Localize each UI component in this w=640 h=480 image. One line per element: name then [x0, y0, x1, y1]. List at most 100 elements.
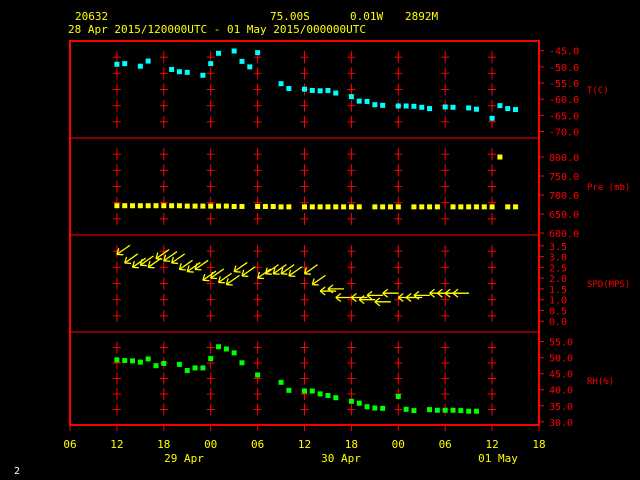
grid-mark [112, 67, 121, 80]
grid-mark [394, 277, 403, 290]
grid-mark [159, 180, 168, 193]
grid-mark [112, 388, 121, 400]
data-point [169, 66, 175, 72]
grid-mark [112, 261, 121, 274]
grid-mark [253, 83, 262, 96]
grid-mark [488, 245, 497, 258]
grid-mark [206, 245, 215, 258]
grid-mark [394, 212, 403, 225]
grid-mark [441, 341, 450, 354]
data-point [450, 104, 456, 110]
data-point [356, 98, 362, 104]
y-tick-label: 3.5 [549, 242, 567, 253]
data-point [387, 204, 393, 210]
data-point [380, 102, 386, 108]
data-point [278, 204, 284, 210]
data-point [481, 204, 487, 210]
grid-mark [300, 341, 309, 354]
data-point [262, 203, 268, 209]
longitude: 0.01W [350, 10, 383, 23]
data-point [427, 204, 433, 210]
grid-mark [206, 99, 215, 112]
y-tick-label: -45.0 [549, 47, 579, 58]
panel-4: 55.0 50.0 45.0 40.0 35.0 30.0 RH(%) [114, 338, 614, 429]
data-point [333, 204, 339, 210]
wind-arrow [413, 290, 430, 300]
grid-mark [253, 357, 262, 369]
data-point [255, 372, 261, 378]
wind-arrow [233, 261, 248, 273]
grid-mark [206, 403, 215, 416]
data-point [239, 58, 245, 64]
data-point [192, 365, 198, 371]
wind-arrow [116, 244, 131, 256]
x-tick-label: 18 [345, 438, 358, 451]
grid-mark [300, 309, 309, 322]
data-point [325, 87, 331, 93]
wind-arrow [374, 297, 391, 307]
grid-mark [347, 148, 356, 161]
grid-mark [300, 357, 309, 369]
grid-mark [488, 83, 497, 96]
data-point [341, 204, 347, 210]
grid-mark [488, 99, 497, 112]
grid-mark [253, 309, 262, 322]
grid-mark [347, 180, 356, 193]
data-point [458, 408, 464, 414]
data-point [427, 407, 433, 413]
data-point [255, 203, 261, 209]
grid-mark [300, 372, 309, 385]
grid-mark [112, 212, 121, 225]
grid-mark [206, 148, 215, 161]
panel-label: RH(%) [587, 377, 614, 387]
y-tick-label: 40.0 [549, 386, 573, 397]
grid-mark [441, 212, 450, 225]
data-point [473, 408, 479, 414]
grid-mark [112, 99, 121, 112]
y-tick-label: 35.0 [549, 402, 573, 413]
data-point [427, 106, 433, 112]
grid-mark [206, 372, 215, 385]
grid-mark [206, 261, 215, 274]
wind-arrow [225, 274, 240, 286]
data-point [302, 86, 307, 92]
wind-arrow [311, 274, 326, 286]
grid-mark [253, 388, 262, 400]
grid-mark [159, 51, 168, 64]
grid-mark [488, 212, 497, 225]
grid-mark [253, 67, 262, 80]
data-point [216, 344, 222, 350]
grid-mark [441, 357, 450, 369]
grid-mark [347, 357, 356, 369]
grid-mark [112, 148, 121, 161]
y-tick-label: -55.0 [549, 79, 579, 90]
grid-mark [441, 293, 450, 306]
y-tick-label: 3.0 [549, 253, 567, 264]
x-tick-label: 18 [157, 438, 170, 451]
grid-mark [441, 148, 450, 161]
wind-arrow [280, 264, 295, 275]
data-point [239, 203, 245, 209]
grid-mark [441, 51, 450, 64]
data-point [122, 61, 128, 67]
wind-arrow [264, 264, 279, 275]
data-point [208, 61, 214, 67]
y-tick-label: 1.0 [549, 296, 567, 307]
wind-arrow [139, 255, 154, 267]
data-point [403, 406, 409, 412]
x-tick-label: 06 [439, 438, 452, 451]
data-point [356, 204, 362, 210]
wind-arrow [319, 286, 337, 296]
grid-mark [441, 245, 450, 258]
data-point [489, 204, 495, 210]
data-point [372, 204, 378, 210]
wind-arrow [452, 288, 470, 298]
grid-mark [488, 403, 497, 416]
grid-mark [347, 309, 356, 322]
data-point [309, 87, 315, 93]
wind-arrow [382, 288, 399, 298]
day-label: 30 Apr [321, 452, 361, 465]
grid-mark [441, 388, 450, 400]
grid-mark [488, 51, 497, 64]
